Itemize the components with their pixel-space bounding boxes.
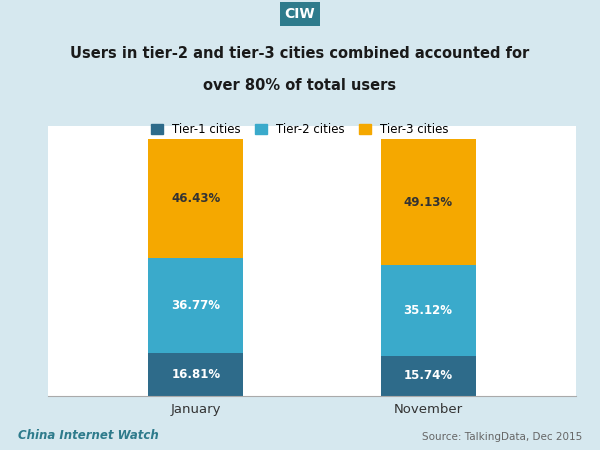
Bar: [380, 265, 476, 356]
Text: 35.12%: 35.12%: [404, 304, 452, 317]
Text: 36.77%: 36.77%: [172, 299, 220, 312]
Text: over 80% of total users: over 80% of total users: [203, 78, 397, 93]
Text: Source: TalkingData, Dec 2015: Source: TalkingData, Dec 2015: [422, 432, 582, 442]
Bar: [148, 353, 244, 396]
Legend: Tier-1 cities, Tier-2 cities, Tier-3 cities: Tier-1 cities, Tier-2 cities, Tier-3 cit…: [146, 118, 454, 141]
Bar: [148, 139, 244, 258]
Text: 49.13%: 49.13%: [404, 196, 453, 208]
Text: CIW: CIW: [284, 7, 316, 21]
Text: 46.43%: 46.43%: [171, 192, 220, 205]
Bar: [148, 258, 244, 353]
Text: China Internet Watch: China Internet Watch: [18, 429, 159, 442]
Bar: [380, 356, 476, 396]
Bar: [380, 139, 476, 265]
Text: 15.74%: 15.74%: [404, 369, 453, 382]
Text: 16.81%: 16.81%: [171, 368, 220, 381]
Text: Users in tier-2 and tier-3 cities combined accounted for: Users in tier-2 and tier-3 cities combin…: [70, 46, 530, 62]
